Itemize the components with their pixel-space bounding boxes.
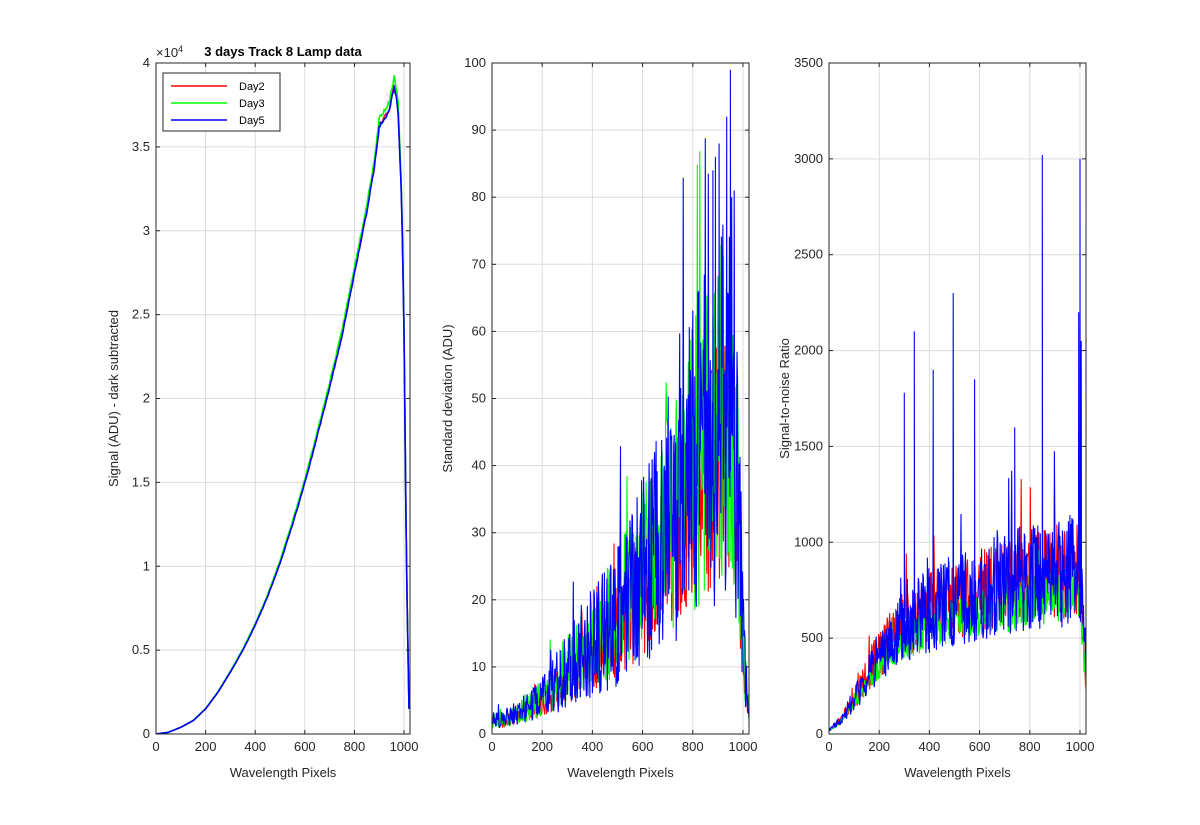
signal-y-tick-label: 1 bbox=[143, 558, 150, 573]
signal-y-tick-label: 3 bbox=[143, 223, 150, 238]
signal-y-tick-label: 4 bbox=[143, 55, 150, 70]
snr-x-axis-label: Wavelength Pixels bbox=[904, 765, 1011, 780]
legend: Day2 Day3 Day5 bbox=[162, 72, 281, 132]
snr-y-tick-label: 1000 bbox=[794, 534, 823, 549]
std-dev-y-tick-label: 10 bbox=[472, 659, 486, 674]
signal-x-axis-label: Wavelength Pixels bbox=[230, 765, 337, 780]
snr-y-tick-label: 3500 bbox=[794, 55, 823, 70]
snr-x-tick-label: 800 bbox=[1019, 739, 1041, 754]
std-dev-x-tick-label: 600 bbox=[632, 739, 654, 754]
signal-y-tick-label: 0 bbox=[143, 726, 150, 741]
snr-panel: 0 200 400 600 800 1000 0 500 1000 1500 2000 2500 300… bbox=[777, 55, 1094, 780]
std-dev-y-tick-label: 60 bbox=[472, 323, 486, 338]
std-dev-x-tick-label: 1000 bbox=[729, 739, 758, 754]
signal-x-tick-label: 400 bbox=[244, 739, 266, 754]
std-dev-y-tick-label: 0 bbox=[479, 726, 486, 741]
snr-axes-frame bbox=[828, 62, 1087, 735]
std-dev-x-tick-label: 0 bbox=[488, 739, 495, 754]
std-dev-y-tick-label: 40 bbox=[472, 458, 486, 473]
signal-x-tick-label: 600 bbox=[294, 739, 316, 754]
std-dev-x-tick-label: 800 bbox=[682, 739, 704, 754]
legend-box bbox=[162, 72, 281, 132]
std-dev-y-tick-label: 70 bbox=[472, 256, 486, 271]
std-dev-series-day5 bbox=[492, 69, 749, 729]
std-dev-y-tick-label: 50 bbox=[472, 391, 486, 406]
signal-y-tick-label: 1.5 bbox=[132, 474, 150, 489]
snr-y-axis-label: Signal-to-noise Ratio bbox=[777, 338, 792, 459]
signal-series-day5 bbox=[156, 85, 410, 734]
signal-x-tick-label: 1000 bbox=[390, 739, 419, 754]
exponent-label: ×104 bbox=[156, 44, 183, 60]
snr-x-tick-label: 0 bbox=[825, 739, 832, 754]
legend-entry-day2: Day2 bbox=[239, 81, 265, 93]
std-dev-x-axis-label: Wavelength Pixels bbox=[567, 765, 674, 780]
signal-y-tick-label: 3.5 bbox=[132, 139, 150, 154]
std-dev-y-tick-label: 30 bbox=[472, 525, 486, 540]
signal-x-tick-label: 800 bbox=[344, 739, 366, 754]
std-dev-y-tick-label: 100 bbox=[464, 55, 486, 70]
signal-panel: 0 200 400 600 800 1000 0 0.5 1 1.5 2 2.5 3 3.5 4 3 day… bbox=[106, 44, 419, 780]
std-dev-y-tick-label: 90 bbox=[472, 122, 486, 137]
snr-x-tick-label: 400 bbox=[919, 739, 941, 754]
legend-entry-day5: Day5 bbox=[239, 115, 265, 127]
snr-y-tick-label: 2500 bbox=[794, 247, 823, 262]
snr-y-tick-label: 500 bbox=[801, 630, 823, 645]
signal-y-tick-label: 0.5 bbox=[132, 642, 150, 657]
signal-x-tick-label: 200 bbox=[195, 739, 217, 754]
snr-x-tick-label: 200 bbox=[868, 739, 890, 754]
snr-x-tick-label: 600 bbox=[969, 739, 991, 754]
std-dev-x-tick-label: 400 bbox=[582, 739, 604, 754]
legend-entry-day3: Day3 bbox=[239, 98, 265, 110]
snr-x-tick-label: 1000 bbox=[1066, 739, 1095, 754]
signal-x-tick-label: 0 bbox=[152, 739, 159, 754]
exponent-power: 4 bbox=[178, 44, 183, 54]
std-dev-y-tick-label: 80 bbox=[472, 189, 486, 204]
snr-series-day5 bbox=[829, 154, 1086, 732]
signal-series-day3 bbox=[156, 75, 410, 734]
signal-y-tick-label: 2.5 bbox=[132, 307, 150, 322]
std-dev-x-tick-label: 200 bbox=[531, 739, 553, 754]
exponent-base: ×10 bbox=[156, 45, 178, 60]
snr-y-tick-label: 2000 bbox=[794, 343, 823, 358]
signal-y-axis-label: Signal (ADU) - dark subtracted bbox=[106, 310, 121, 487]
signal-y-tick-label: 2 bbox=[143, 391, 150, 406]
snr-y-tick-label: 1500 bbox=[794, 438, 823, 453]
std-dev-y-axis-label: Standard deviation (ADU) bbox=[440, 324, 455, 472]
snr-y-tick-label: 3000 bbox=[794, 151, 823, 166]
std-dev-y-tick-label: 20 bbox=[472, 592, 486, 607]
chart-title: 3 days Track 8 Lamp data bbox=[204, 44, 362, 59]
std-dev-panel: 0 200 400 600 800 10000102030405060708090100 … bbox=[440, 55, 757, 780]
snr-y-tick-label: 0 bbox=[816, 726, 823, 741]
